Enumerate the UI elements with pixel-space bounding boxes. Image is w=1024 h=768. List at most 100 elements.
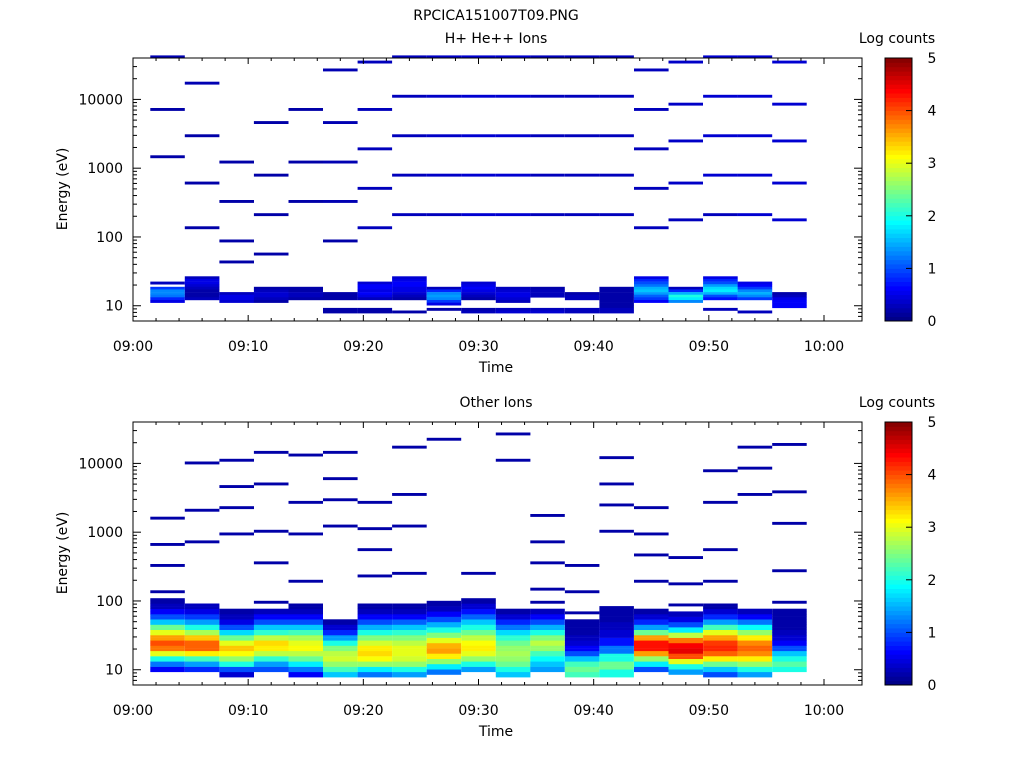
axes-frame: 09:00 09:10 09:20 09:30 09:40 09:50 10:00 10 100… xyxy=(78,421,863,719)
heatmap-cell xyxy=(564,294,600,298)
heatmap-cell xyxy=(668,642,703,646)
heatmap-cell xyxy=(668,627,703,630)
colorbar-segment xyxy=(885,62,912,68)
heatmap-cell xyxy=(495,650,531,654)
heatmap-cell xyxy=(323,292,358,295)
heatmap-cell xyxy=(564,629,600,633)
heatmap-cell xyxy=(737,664,773,667)
heatmap-cell xyxy=(737,286,773,290)
heatmap-cell xyxy=(426,661,462,665)
colorbar-segment xyxy=(885,220,912,225)
colorbar-segment xyxy=(885,180,912,186)
heatmap-cell xyxy=(772,624,807,628)
heatmap-cell xyxy=(634,627,669,630)
heatmap-cell xyxy=(323,661,358,665)
colorbar-segment xyxy=(885,439,912,445)
colorbar-segment xyxy=(885,422,912,427)
heatmap-cell xyxy=(426,619,462,623)
heatmap-cell xyxy=(530,621,565,625)
heatmap-cell xyxy=(219,648,254,652)
heatmap-cell xyxy=(184,619,220,623)
colorbar-segment xyxy=(885,198,912,204)
heatmap-cell xyxy=(564,658,600,662)
colorbar-segment xyxy=(885,496,912,502)
heatmap-cell xyxy=(703,276,738,280)
x-tick-label: 10:00 xyxy=(804,339,844,355)
heatmap-cell xyxy=(564,635,600,638)
colorbar-segment xyxy=(885,623,912,629)
heatmap-cell xyxy=(772,608,807,612)
heatmap-cell xyxy=(634,653,669,657)
heatmap-cell xyxy=(530,587,565,591)
heatmap-cell xyxy=(564,645,600,649)
heatmap-cell xyxy=(288,453,323,457)
heatmap-cell xyxy=(564,624,600,628)
colorbar-segment xyxy=(885,141,912,147)
heatmap-cell xyxy=(426,664,462,667)
heatmap-cell xyxy=(184,656,220,659)
heatmap-cell xyxy=(737,445,773,449)
heatmap-cell xyxy=(772,490,807,494)
heatmap-cell xyxy=(634,616,669,620)
heatmap-cells xyxy=(150,432,807,678)
heatmap-cell xyxy=(357,307,393,311)
heatmap-cell xyxy=(772,297,807,301)
colorbar-segment xyxy=(885,167,912,173)
heatmap-cell xyxy=(530,619,565,623)
heatmap-cell xyxy=(357,640,393,644)
heatmap-cell xyxy=(253,173,289,177)
heatmap-cell xyxy=(392,640,427,644)
heatmap-cell xyxy=(495,621,531,625)
heatmap-cell xyxy=(634,292,669,295)
colorbar-segment xyxy=(885,250,912,256)
heatmap-cell xyxy=(703,619,738,623)
heatmap-cell xyxy=(599,173,634,177)
heatmap-cell xyxy=(288,616,323,620)
heatmap-cell xyxy=(150,600,185,604)
heatmap-cell xyxy=(323,621,358,625)
heatmap-cell xyxy=(737,608,773,612)
heatmap-cell xyxy=(599,286,634,290)
heatmap-cell xyxy=(703,94,738,98)
heatmap-cell xyxy=(357,281,393,285)
heatmap-cell xyxy=(530,648,565,652)
heatmap-cell xyxy=(564,213,600,217)
heatmap-cell xyxy=(461,284,496,288)
heatmap-cell xyxy=(184,134,220,138)
colorbar-tick-label: 5 xyxy=(928,415,937,431)
heatmap-cell xyxy=(668,629,703,633)
heatmap-cell xyxy=(392,294,427,298)
heatmap-cell xyxy=(634,666,669,670)
heatmap-cell xyxy=(288,627,323,630)
heatmap-cell xyxy=(737,661,773,665)
colorbar-segment xyxy=(885,505,912,511)
heatmap-cell xyxy=(461,571,496,575)
heatmap-cell xyxy=(737,466,773,470)
file-title: RPCICA151007T09.PNG xyxy=(413,8,578,24)
colorbar-segment xyxy=(885,649,912,655)
heatmap-cell xyxy=(599,529,634,533)
heatmap-cell xyxy=(461,286,496,290)
heatmap-cell xyxy=(772,139,807,143)
heatmap-cell xyxy=(184,281,220,285)
heatmap-cell xyxy=(737,645,773,649)
colorbar-segment xyxy=(885,93,912,98)
heatmap-cell xyxy=(184,614,220,617)
heatmap-cell xyxy=(184,627,220,630)
heatmap-cell xyxy=(392,674,427,678)
heatmap-cell xyxy=(703,286,738,290)
heatmap-cell xyxy=(150,606,185,609)
colorbar-segment xyxy=(885,264,912,269)
y-tick-label: 10000 xyxy=(78,92,123,108)
heatmap-cell xyxy=(357,642,393,646)
heatmap-cell xyxy=(772,656,807,659)
heatmap-cell xyxy=(288,635,323,638)
heatmap-cell xyxy=(357,669,393,673)
colorbar-segment xyxy=(885,636,912,642)
heatmap-cell xyxy=(703,297,738,301)
colorbar-segment xyxy=(885,448,912,454)
heatmap-cell xyxy=(426,650,462,654)
heatmap-cell xyxy=(253,482,289,486)
heatmap-cell xyxy=(737,134,773,138)
colorbar-segment xyxy=(885,553,912,559)
